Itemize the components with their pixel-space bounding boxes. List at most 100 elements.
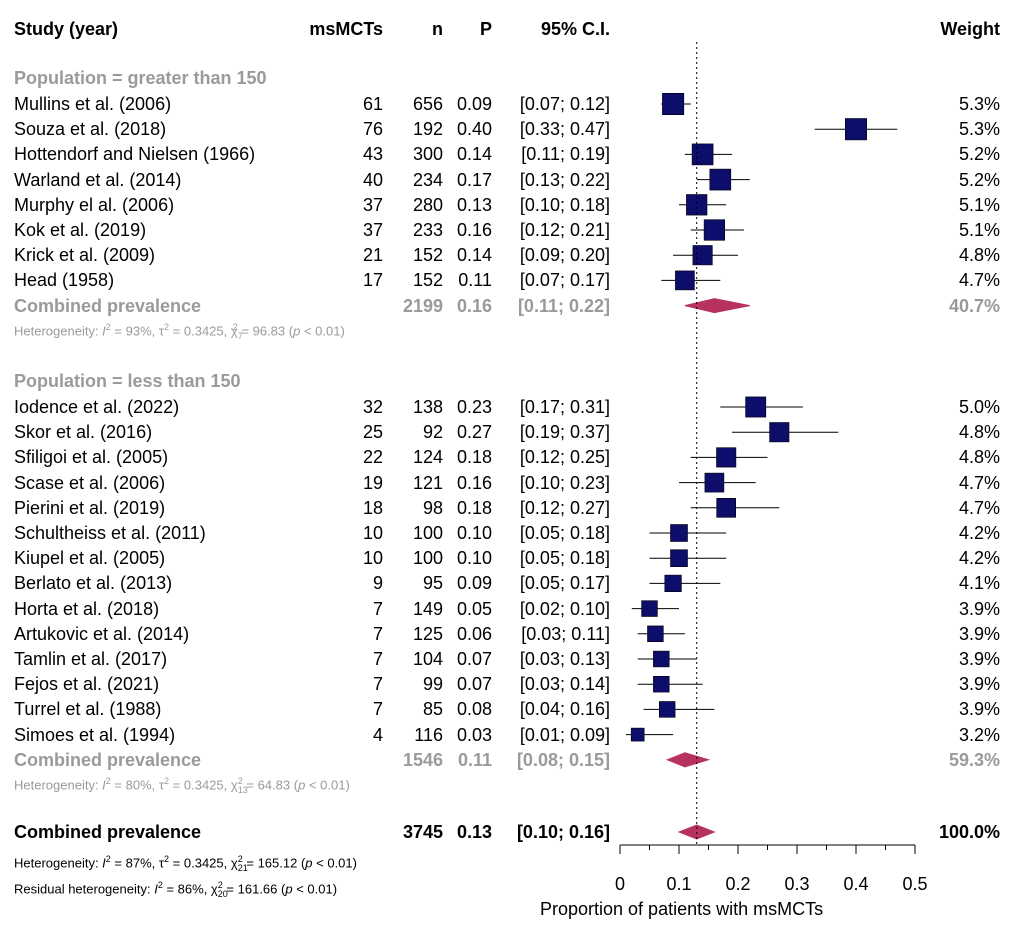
study-square (662, 93, 685, 116)
het-value: 96.83 (252, 322, 286, 338)
study-ci: [0.01; 0.09] (519, 724, 610, 745)
combined-weight: 59.3% (948, 749, 1000, 770)
study-n: 124 (412, 447, 443, 468)
study-events: 7 (372, 598, 383, 619)
study-events: 32 (362, 397, 383, 417)
study-ci: [0.12; 0.27] (519, 497, 610, 518)
study-weight: 3.9% (958, 598, 1000, 619)
study-name: Mullins et al. (2006) (14, 94, 172, 114)
study-name: Simoes et al. (1994) (14, 724, 176, 745)
study-weight: 3.2% (958, 724, 1000, 745)
het-value: Heterogeneity: (14, 322, 103, 338)
study-name: Tamlin et al. (2017) (14, 649, 168, 669)
het-value: Heterogeneity: (14, 855, 103, 871)
subgroup-diamond (665, 752, 711, 768)
study-square (647, 625, 664, 643)
study-square (692, 245, 713, 266)
study-weight: 5.2% (958, 169, 1000, 190)
study-p: 0.17 (456, 169, 492, 190)
study-weight: 5.2% (958, 144, 1000, 165)
study-events: 37 (362, 194, 383, 215)
study-ci: [0.12; 0.25] (519, 447, 610, 468)
study-weight: 4.7% (958, 270, 1000, 291)
combined-label: Combined prevalence (14, 749, 202, 770)
study-events: 40 (362, 169, 383, 190)
study-ci: [0.19; 0.37] (519, 422, 610, 443)
study-p: 0.14 (456, 144, 492, 165)
study-square (703, 219, 725, 241)
study-square (670, 524, 688, 542)
study-p: 0.10 (456, 523, 492, 543)
study-n: 300 (412, 144, 443, 165)
residual-heterogeneity: Residual heterogeneity: I2 = 86%, χ202 =… (14, 880, 338, 899)
study-n: 192 (412, 119, 443, 140)
study-events: 25 (362, 422, 383, 443)
het-df: 20 (217, 888, 228, 899)
study-events: 19 (362, 472, 383, 493)
study-ci: [0.03; 0.11] (521, 623, 610, 644)
het-value: 0.3425 (183, 322, 224, 338)
study-square (709, 168, 732, 191)
study-p: 0.07 (456, 649, 492, 669)
study-n: 233 (412, 220, 443, 240)
study-name: Sfiligoi et al. (2005) (14, 447, 169, 468)
study-events: 9 (372, 573, 383, 594)
study-events: 43 (362, 144, 383, 165)
study-p: 0.16 (456, 220, 492, 240)
study-n: 100 (412, 548, 443, 569)
group-title: Population = less than 150 (14, 371, 241, 391)
study-ci: [0.05; 0.17] (519, 573, 610, 594)
study-name: Kiupel et al. (2005) (14, 548, 166, 569)
study-n: 280 (412, 194, 443, 215)
study-p: 0.18 (456, 447, 492, 468)
study-weight: 3.9% (958, 674, 1000, 695)
study-weight: 4.8% (958, 245, 1000, 266)
study-square (686, 194, 708, 216)
study-ci: [0.07; 0.12] (519, 94, 610, 114)
het-value: 86% (177, 881, 204, 897)
study-name: Artukovic et al. (2014) (14, 623, 190, 644)
study-square (844, 118, 867, 141)
study-weight: 4.8% (958, 422, 1000, 443)
combined-n: 1546 (402, 749, 443, 770)
study-events: 17 (362, 270, 383, 291)
x-tick-label: 0.4 (843, 874, 869, 894)
combined-label: Combined prevalence (14, 295, 202, 316)
overall-n: 3745 (402, 822, 443, 842)
study-square (716, 447, 737, 468)
study-name: Head (1958) (14, 270, 115, 291)
study-weight: 5.1% (958, 194, 1000, 215)
study-square (664, 574, 682, 592)
overall-label: Combined prevalence (14, 822, 202, 842)
study-p: 0.08 (456, 699, 492, 720)
het-value: < 0.01 (296, 881, 333, 897)
study-name: Pierini et al. (2019) (14, 497, 166, 518)
group-title: Population = greater than 150 (14, 68, 267, 88)
het-value: < 0.01 (308, 777, 346, 793)
study-events: 61 (362, 94, 383, 114)
study-n: 138 (412, 397, 443, 417)
study-name: Warland et al. (2014) (14, 169, 182, 190)
study-n: 656 (412, 94, 443, 114)
study-p: 0.11 (458, 270, 492, 291)
het-df: 21 (237, 862, 248, 873)
study-name: Souza et al. (2018) (14, 119, 167, 140)
study-square (691, 143, 714, 166)
study-name: Murphy el al. (2006) (14, 194, 175, 215)
study-ci: [0.12; 0.21] (519, 220, 610, 240)
study-ci: [0.11; 0.19] (521, 144, 610, 165)
study-p: 0.23 (456, 397, 492, 417)
overall-p: 0.13 (456, 822, 492, 842)
study-name: Krick et al. (2009) (14, 245, 156, 266)
het-df: 13 (237, 784, 248, 795)
study-weight: 5.1% (958, 220, 1000, 240)
het-value: < 0.01 (316, 855, 353, 871)
study-weight: 3.9% (958, 649, 1000, 669)
study-square (658, 701, 676, 718)
study-events: 18 (362, 497, 383, 518)
het-value: Heterogeneity: (14, 777, 103, 793)
study-p: 0.06 (456, 623, 492, 644)
combined-p: 0.16 (456, 295, 492, 316)
study-events: 10 (362, 548, 383, 569)
